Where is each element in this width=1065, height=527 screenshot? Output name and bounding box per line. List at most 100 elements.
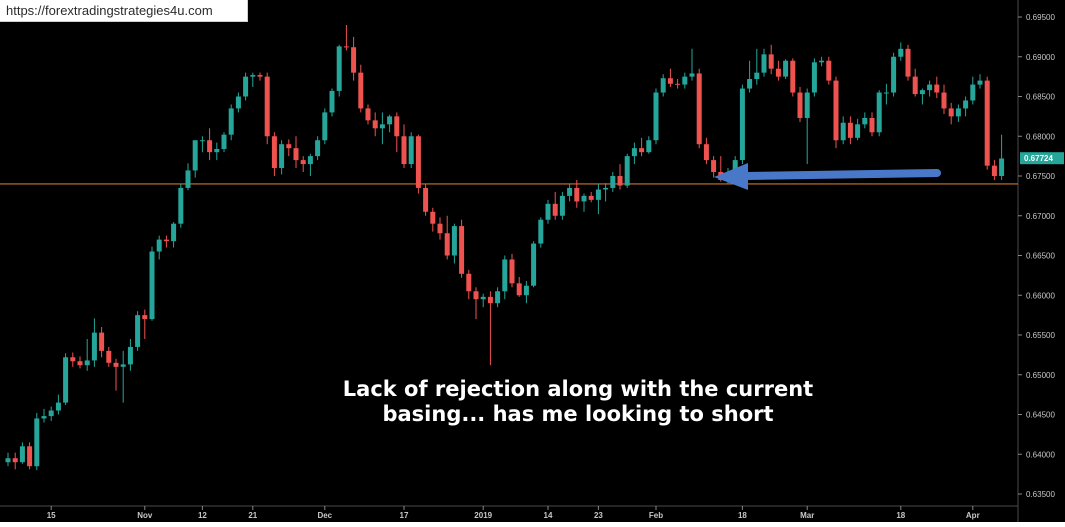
- candle-body: [603, 187, 609, 190]
- candle-body: [135, 315, 141, 347]
- candle: [559, 191, 565, 220]
- candle-body: [228, 108, 234, 135]
- candle: [142, 309, 148, 339]
- candle-body: [624, 156, 630, 186]
- candle-body: [783, 60, 789, 77]
- candle-body: [315, 140, 321, 157]
- candle: [228, 104, 234, 141]
- candle-body: [538, 219, 544, 244]
- candle: [775, 60, 781, 81]
- price-axis[interactable]: 0.69500 0.69000 0.68500 0.68000 0.67500 0.670…: [1017, 0, 1055, 522]
- candle-body: [797, 92, 803, 118]
- candle: [495, 287, 501, 308]
- candle-body: [927, 84, 933, 91]
- candle: [919, 88, 925, 105]
- candle: [646, 136, 652, 154]
- candle: [466, 269, 472, 300]
- candle: [847, 116, 853, 145]
- candle-body: [55, 402, 61, 411]
- candle: [761, 48, 767, 77]
- candle: [927, 80, 933, 97]
- candle-body: [444, 233, 450, 256]
- price-tick-label: 0.69500: [1026, 13, 1055, 22]
- candle: [660, 74, 666, 97]
- candle-body: [192, 140, 198, 171]
- candle-body: [199, 140, 205, 142]
- candle-body: [653, 92, 659, 141]
- price-tick-label: 0.64000: [1026, 450, 1055, 459]
- candle-body: [286, 144, 292, 149]
- candle-body: [855, 124, 861, 138]
- candle: [408, 132, 414, 169]
- candle-body: [833, 80, 839, 141]
- candle: [826, 56, 832, 85]
- candle: [883, 83, 889, 105]
- candle-body: [703, 144, 709, 161]
- candle-body: [379, 124, 385, 129]
- candle: [631, 142, 637, 165]
- candle-body: [898, 48, 904, 57]
- candle: [199, 136, 205, 153]
- candle-body: [883, 92, 889, 94]
- candle-body: [271, 136, 277, 169]
- price-tick-label: 0.66000: [1026, 291, 1055, 300]
- candle: [235, 92, 241, 113]
- candle: [451, 223, 457, 264]
- candle: [19, 442, 25, 464]
- candle: [329, 88, 335, 117]
- candle-body: [171, 223, 177, 242]
- candle-body: [804, 92, 810, 118]
- candle-body: [840, 122, 846, 141]
- candle-body: [912, 76, 918, 95]
- candle-body: [847, 122, 853, 138]
- candle-body: [250, 75, 256, 77]
- candle-body: [869, 117, 875, 133]
- url-bar[interactable]: https://forextradingstrategies4u.com: [0, 0, 248, 22]
- candle-body: [77, 361, 83, 366]
- candle: [862, 112, 868, 129]
- candle-body: [516, 283, 522, 296]
- candle: [516, 276, 522, 297]
- candle-body: [473, 291, 479, 300]
- candle: [271, 132, 277, 176]
- candle: [999, 134, 1005, 180]
- candle: [588, 191, 594, 203]
- annotation-line-1: Lack of rejection along with the current: [343, 377, 813, 401]
- candle-body: [999, 158, 1005, 176]
- candle-body: [358, 72, 364, 109]
- price-tick-label: 0.68000: [1026, 132, 1055, 141]
- time-tick-label: 18: [896, 511, 905, 520]
- candle-body: [761, 54, 767, 73]
- candle-body: [588, 195, 594, 200]
- candle-body: [5, 458, 11, 463]
- candle-body: [19, 446, 25, 463]
- candle-body: [149, 251, 155, 320]
- candle-body: [754, 72, 760, 80]
- candle-body: [667, 78, 673, 84]
- price-tick-label: 0.63500: [1026, 490, 1055, 499]
- candle: [984, 76, 990, 170]
- price-tick-label: 0.66500: [1026, 252, 1055, 261]
- price-tick-label: 0.65500: [1026, 331, 1055, 340]
- candle: [70, 352, 76, 367]
- candle-body: [955, 108, 961, 117]
- price-tag-label: 0.67724: [1024, 154, 1053, 163]
- time-tick-label: Feb: [649, 511, 663, 520]
- candle-body: [811, 62, 817, 93]
- candle-body: [466, 273, 472, 292]
- candle-body: [819, 60, 825, 63]
- candle: [41, 408, 47, 423]
- candle-body: [559, 195, 565, 216]
- candle: [264, 72, 270, 145]
- candle: [905, 44, 911, 81]
- candle: [855, 118, 861, 141]
- candle: [711, 156, 717, 178]
- price-tick-label: 0.67500: [1026, 172, 1055, 181]
- candle: [293, 136, 299, 169]
- candle-body: [919, 90, 925, 95]
- candle: [689, 48, 695, 81]
- time-axis[interactable]: 15 Nov 12 21 Dec 17 2019 14 23 Feb 18 Mar 18 Apr: [0, 505, 1018, 520]
- candle: [552, 191, 558, 220]
